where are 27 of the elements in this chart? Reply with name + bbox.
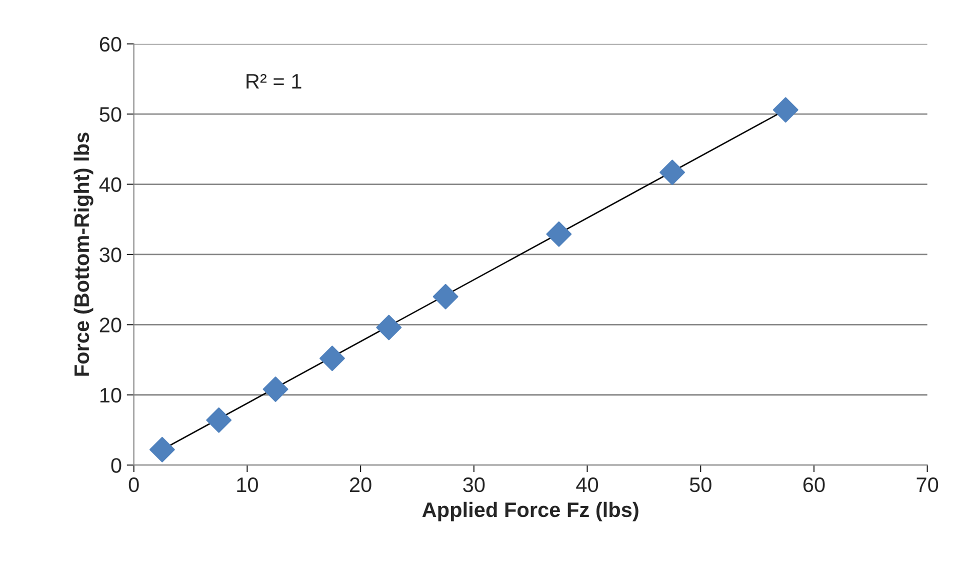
annotation: R² = 1 xyxy=(246,74,302,88)
x-tick-label: 20 xyxy=(350,477,372,492)
y-tick-label: 20 xyxy=(100,318,122,332)
y-tick-label: 40 xyxy=(99,177,122,192)
y-axis-title: Force (Bottom-Right) lbs xyxy=(74,132,94,376)
x-tick-label: 10 xyxy=(237,477,258,492)
point xyxy=(432,284,458,310)
x-tick-label: 60 xyxy=(803,477,825,492)
y-tick-label: 0 xyxy=(111,458,122,473)
x-tick-label: 0 xyxy=(128,477,139,492)
point xyxy=(546,221,572,247)
point xyxy=(320,346,345,372)
x-axis-title: Applied Force Fz (lbs) xyxy=(422,502,638,522)
x-tick-label: 40 xyxy=(576,477,598,492)
x-tick-label: 30 xyxy=(463,477,485,492)
y-tick-label: 10 xyxy=(100,388,122,403)
y-tick-label: 30 xyxy=(100,247,122,262)
y-tick-label: 60 xyxy=(100,36,122,52)
point xyxy=(262,376,288,402)
point xyxy=(772,97,798,123)
x-tick-label: 70 xyxy=(916,477,938,492)
x-tick-label: 50 xyxy=(690,477,712,492)
y-tick-label: 50 xyxy=(100,107,122,122)
point xyxy=(149,436,175,462)
point xyxy=(206,407,232,433)
point xyxy=(376,314,402,340)
point xyxy=(660,160,685,186)
